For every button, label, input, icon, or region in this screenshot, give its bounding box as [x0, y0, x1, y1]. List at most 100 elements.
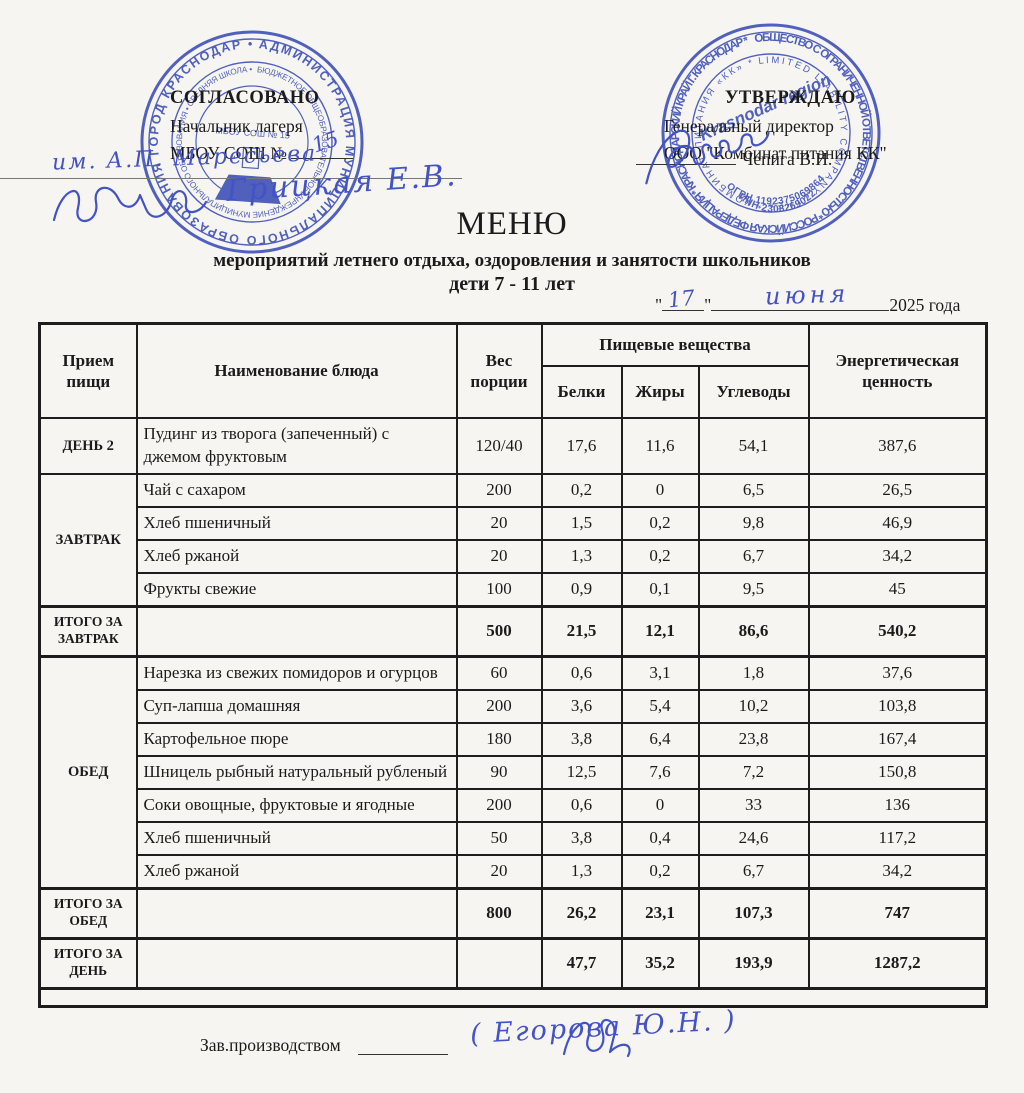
energy-cell: 136 — [807, 787, 988, 823]
energy-cell: 37,6 — [807, 655, 988, 691]
col-header-weight: Вес порции — [455, 322, 543, 419]
carbs-cell: 23,8 — [697, 721, 810, 757]
date-month-underline — [711, 296, 890, 311]
date-quote-close: " — [704, 295, 712, 315]
carbs-cell: 54,1 — [697, 417, 810, 475]
carbs-cell: 9,5 — [697, 571, 810, 608]
approved-position: Генеральный директор — [664, 115, 834, 136]
protein-cell: 3,8 — [540, 721, 623, 757]
date-day-underline — [662, 296, 705, 311]
total-row: ИТОГО ЗА ОБЕД 800 26,2 23,1 107,3 747 — [38, 886, 988, 940]
weight-cell: 20 — [455, 853, 543, 890]
total-label: ИТОГО ЗА ЗАВТРАК — [38, 604, 138, 658]
weight-cell: 120/40 — [455, 417, 543, 475]
meal-group-label: ДЕНЬ 2 — [38, 417, 138, 475]
fat-cell: 5,4 — [620, 688, 700, 724]
protein-cell: 12,5 — [540, 754, 623, 790]
carbs-cell: 86,6 — [697, 604, 810, 658]
document-title: МЕНЮ — [456, 206, 568, 242]
protein-cell: 3,8 — [540, 820, 623, 856]
approved-title: УТВЕРЖДАЮ — [724, 88, 856, 108]
dish-cell: Хлеб ржаной — [135, 853, 458, 890]
energy-cell: 34,2 — [807, 853, 988, 890]
energy-cell: 103,8 — [807, 688, 988, 724]
weight-cell: 200 — [455, 472, 543, 508]
energy-cell: 747 — [807, 886, 988, 940]
stamp-emblem — [214, 174, 281, 205]
document-age-line: дети 7 - 11 лет — [449, 273, 575, 295]
dish-cell: Хлеб пшеничный — [135, 505, 458, 541]
carbs-cell: 193,9 — [697, 936, 810, 990]
protein-cell: 0,6 — [540, 655, 623, 691]
dish-cell: Хлеб ржаной — [135, 538, 458, 574]
weight-cell: 100 — [455, 571, 543, 608]
dish-cell: Нарезка из свежих помидоров и огурцов — [135, 655, 458, 691]
menu-item-row: Хлеб пшеничный 50 3,8 0,4 24,6 117,2 — [40, 820, 988, 856]
carbs-cell: 1,8 — [697, 655, 810, 691]
fat-cell: 11,6 — [620, 417, 700, 475]
menu-table: Прием пищи Наименование блюда Вес порции… — [38, 322, 989, 1008]
col-header-energy: Энергетическая ценность — [807, 322, 988, 419]
weight-cell: 20 — [455, 538, 543, 574]
protein-cell: 1,3 — [540, 538, 623, 574]
menu-item-row: Хлеб пшеничный 20 1,5 0,2 9,8 46,9 — [40, 505, 988, 541]
production-manager-label: Зав.производством — [200, 1035, 341, 1055]
agreed-org: МБОУ СОШ № — [170, 140, 354, 167]
carbs-cell: 7,2 — [697, 754, 810, 790]
carbs-cell: 6,5 — [697, 472, 810, 508]
protein-cell: 3,6 — [540, 688, 623, 724]
fat-cell: 7,6 — [620, 754, 700, 790]
dish-cell — [135, 886, 458, 940]
col-header-meal: Прием пищи — [38, 322, 138, 419]
energy-cell: 45 — [807, 571, 988, 608]
agreed-org-label: МБОУ СОШ № — [170, 142, 287, 163]
energy-cell: 117,2 — [807, 820, 988, 856]
dish-cell — [135, 604, 458, 658]
date-line: " " 2025 года — [655, 295, 960, 316]
menu-item-row: ОБЕД Нарезка из свежих помидоров и огурцо… — [38, 655, 988, 890]
weight-cell: 50 — [455, 820, 543, 856]
protein-cell: 47,7 — [540, 936, 623, 990]
total-row: ИТОГО ЗА ЗАВТРАК 500 21,5 12,1 86,6 540,2 — [38, 604, 988, 658]
menu-item-row: Шницель рыбный натуральный рубленый 90 12,… — [40, 754, 988, 790]
date-quote-open: " — [655, 295, 663, 315]
col-header-protein: Белки — [540, 365, 623, 419]
approved-block: УТВЕРЖДАЮ Генеральный директор ООО "Комб… — [664, 84, 887, 167]
fat-cell: 0,4 — [620, 820, 700, 856]
fat-cell: 0,2 — [620, 538, 700, 574]
company-round-stamp: ОБЩЕСТВО С ОГРАНИЧЕННОЙ ОТВЕТСТВЕННОСТЬЮ… — [654, 16, 889, 251]
weight-cell — [455, 936, 543, 990]
meal-group-label: ОБЕД — [38, 655, 138, 890]
protein-cell: 1,3 — [540, 853, 623, 890]
menu-item-row: Фрукты свежие 100 0,9 0,1 9,5 45 — [40, 571, 988, 608]
dish-cell: Картофельное пюре — [135, 721, 458, 757]
weight-cell: 90 — [455, 754, 543, 790]
energy-cell: 167,4 — [807, 721, 988, 757]
dish-cell — [135, 936, 458, 990]
document-subtitle: мероприятий летнего отдыха, оздоровления… — [213, 250, 811, 271]
carbs-cell: 6,7 — [697, 853, 810, 890]
menu-item-row: Суп-лапша домашняя 200 3,6 5,4 10,2 103,8 — [40, 688, 988, 724]
meal-group-label: ЗАВТРАК — [38, 472, 138, 608]
dish-cell: Соки овощные, фруктовые и ягодные — [135, 787, 458, 823]
fat-cell: 3,1 — [620, 655, 700, 691]
dish-cell: Пудинг из творога (запеченный) с джемом … — [135, 417, 458, 475]
spacer-row — [38, 987, 988, 1008]
energy-cell: 1287,2 — [807, 936, 988, 990]
carbs-cell: 6,7 — [697, 538, 810, 574]
col-header-dish: Наименование блюда — [135, 322, 458, 419]
weight-cell: 60 — [455, 655, 543, 691]
protein-cell: 17,6 — [540, 417, 623, 475]
weight-cell: 180 — [455, 721, 543, 757]
protein-cell: 21,5 — [540, 604, 623, 658]
fat-cell: 6,4 — [620, 721, 700, 757]
dish-cell: Хлеб пшеничный — [135, 820, 458, 856]
handwritten-date-day: 17 — [666, 285, 696, 313]
protein-cell: 26,2 — [540, 886, 623, 940]
protein-cell: 1,5 — [540, 505, 623, 541]
energy-cell: 26,5 — [807, 472, 988, 508]
protein-cell: 0,2 — [540, 472, 623, 508]
col-header-carbs: Углеводы — [697, 365, 810, 419]
fat-cell: 0,1 — [620, 571, 700, 608]
